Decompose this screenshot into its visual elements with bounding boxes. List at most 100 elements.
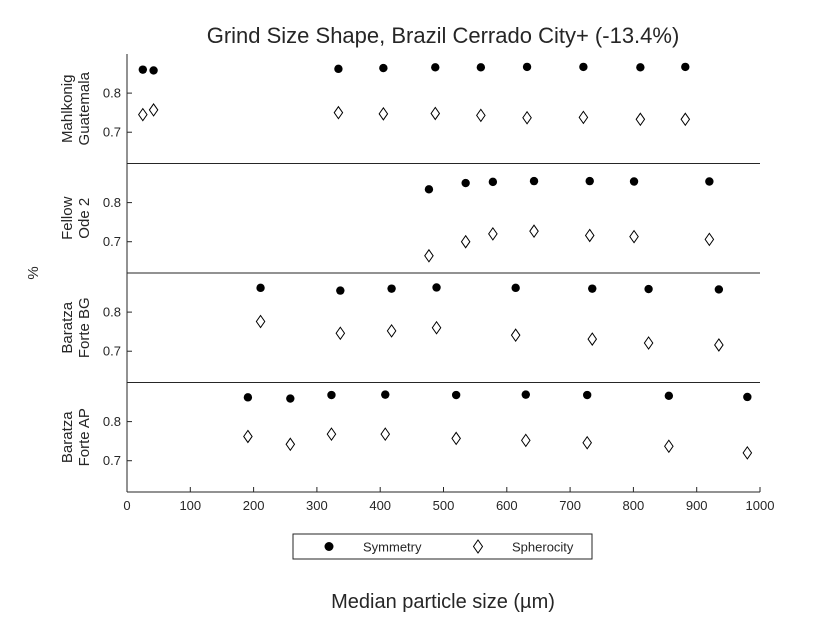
- spherocity-point: [148, 103, 159, 117]
- spherocity-point: [326, 427, 337, 441]
- symmetry-point: [522, 62, 532, 72]
- spherocity-point: [522, 110, 532, 125]
- symmetry-point: [138, 65, 148, 74]
- spherocity-point: [584, 228, 595, 243]
- symmetry-point: [629, 177, 639, 186]
- x-tick-label: 300: [306, 498, 328, 513]
- legend-symmetry-marker: [324, 542, 334, 551]
- legend-spherocity-marker: [472, 539, 484, 554]
- symmetry-point: [714, 285, 724, 294]
- panel-label: Guatemala: [76, 71, 93, 145]
- panel-label: Mahlkonig: [59, 75, 76, 143]
- panel-label: Ode 2: [76, 198, 93, 239]
- x-tick-label: 900: [686, 498, 708, 513]
- symmetry-point: [243, 393, 253, 402]
- legend-box: [292, 533, 593, 560]
- spherocity-point: [285, 437, 296, 452]
- panel-label: Baratza: [59, 411, 76, 463]
- symmetry-point: [644, 284, 653, 294]
- legend-symmetry-label: Symmetry: [363, 540, 422, 555]
- spherocity-point: [520, 433, 531, 448]
- y-axis-label: %: [25, 266, 42, 279]
- symmetry-point: [579, 62, 588, 72]
- symmetry-point: [149, 66, 158, 75]
- y-tick-label: 0.7: [103, 453, 121, 468]
- symmetry-point: [334, 64, 343, 74]
- x-tick-label: 700: [559, 498, 581, 513]
- y-tick-label: 0.7: [103, 125, 121, 140]
- panel-label: Forte AP: [76, 408, 93, 466]
- legend-spherocity-label: Spherocity: [512, 540, 574, 555]
- y-tick-label: 0.8: [103, 195, 121, 210]
- y-tick-label: 0.7: [103, 344, 121, 359]
- spherocity-point: [635, 112, 646, 127]
- x-tick-label: 600: [496, 498, 518, 513]
- symmetry-point: [488, 177, 498, 187]
- symmetry-point: [381, 390, 390, 399]
- symmetry-point: [424, 185, 434, 194]
- symmetry-point: [521, 390, 530, 399]
- symmetry-point: [588, 284, 597, 293]
- symmetry-point: [286, 394, 295, 403]
- y-tick-label: 0.7: [103, 234, 121, 249]
- spherocity-point: [488, 227, 498, 241]
- x-tick-label: 100: [179, 498, 201, 513]
- panel-4: 0.7 0.8 Baratza Forte AP: [59, 382, 760, 493]
- symmetry-point: [585, 176, 594, 186]
- symmetry-point: [476, 63, 486, 72]
- panel-3: 0.7 0.8 Baratza Forte BG: [59, 273, 760, 383]
- x-tick-label: 500: [433, 498, 455, 513]
- symmetry-point: [664, 391, 674, 400]
- symmetry-point: [511, 283, 520, 293]
- x-tick-label: 0: [123, 498, 130, 513]
- x-axis: 0 100 200 300 400 500 600 700 800 900 1000: [123, 487, 774, 513]
- panel-1: 0.7 0.8 Mahlkonig Guatemala: [59, 54, 760, 164]
- spherocity-point: [243, 429, 253, 444]
- x-tick-label: 200: [243, 498, 265, 513]
- symmetry-point: [327, 390, 336, 400]
- spherocity-point: [582, 435, 593, 450]
- x-tick-label: 1000: [746, 498, 775, 513]
- symmetry-point: [387, 284, 396, 293]
- spherocity-point: [335, 326, 346, 341]
- x-tick-label: 800: [623, 498, 645, 513]
- panel-label: Forte BG: [76, 297, 93, 358]
- x-axis-label: Median particle size (µm): [331, 591, 555, 613]
- spherocity-point: [664, 439, 674, 454]
- spherocity-point: [431, 320, 442, 335]
- legend: Symmetry Spherocity: [292, 533, 593, 560]
- spherocity-point: [529, 224, 539, 239]
- symmetry-point: [681, 62, 690, 72]
- spherocity-point: [629, 229, 639, 244]
- symmetry-point: [451, 390, 461, 400]
- spherocity-point: [742, 446, 753, 460]
- symmetry-point: [461, 178, 470, 188]
- spherocity-point: [578, 110, 589, 125]
- y-tick-label: 0.8: [103, 414, 121, 429]
- symmetry-point: [529, 176, 539, 186]
- panel-2: 0.7 0.8 Fellow Ode 2: [59, 163, 760, 274]
- x-tick-label: 400: [369, 498, 391, 513]
- symmetry-point: [743, 392, 752, 402]
- y-tick-label: 0.8: [103, 305, 121, 320]
- spherocity-point: [704, 232, 715, 247]
- y-tick-label: 0.8: [103, 86, 121, 101]
- spherocity-point: [643, 336, 654, 350]
- spherocity-point: [386, 324, 397, 338]
- chart-title: Grind Size Shape, Brazil Cerrado City+ (…: [207, 23, 680, 48]
- symmetry-point: [636, 63, 645, 72]
- symmetry-point: [432, 283, 441, 292]
- symmetry-point: [336, 286, 345, 295]
- symmetry-point: [705, 177, 714, 186]
- spherocity-point: [451, 431, 461, 446]
- spherocity-point: [378, 106, 389, 121]
- spherocity-point: [255, 314, 266, 329]
- spherocity-point: [430, 106, 441, 121]
- symmetry-point: [431, 63, 440, 72]
- panels-group: 0.7 0.8 Mahlkonig Guatemala 0.7 0.8 Fellow Ode …: [59, 54, 760, 493]
- spherocity-point: [510, 328, 521, 343]
- spherocity-point: [460, 234, 471, 249]
- spherocity-point: [476, 108, 486, 123]
- spherocity-point: [587, 332, 598, 346]
- spherocity-point: [680, 112, 691, 127]
